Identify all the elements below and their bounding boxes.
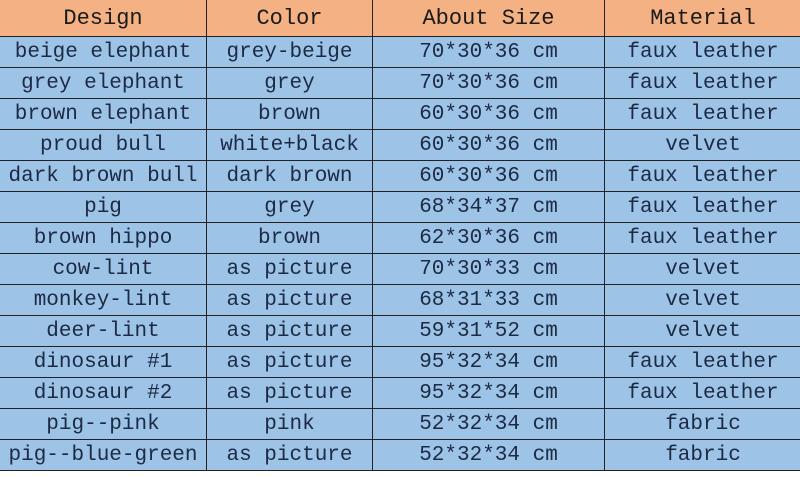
table-row: proud bull white+black 60*30*36 cm velvet — [0, 129, 800, 161]
cell-design: pig — [0, 191, 207, 223]
cell-color: as picture — [206, 315, 373, 347]
cell-design: pig--blue-green — [0, 439, 207, 471]
cell-material: fabric — [604, 439, 800, 471]
cell-material: velvet — [604, 253, 800, 285]
cell-design: brown elephant — [0, 98, 207, 130]
table-row: pig--pink pink 52*32*34 cm fabric — [0, 408, 800, 440]
table-row: deer-lint as picture 59*31*52 cm velvet — [0, 315, 800, 347]
cell-material: faux leather — [604, 346, 800, 378]
table-row: brown hippo brown 62*30*36 cm faux leather — [0, 222, 800, 254]
cell-material: faux leather — [604, 191, 800, 223]
cell-material: velvet — [604, 284, 800, 316]
cell-size: 59*31*52 cm — [372, 315, 605, 347]
cell-material: faux leather — [604, 377, 800, 409]
table-row: dinosaur #2 as picture 95*32*34 cm faux lea… — [0, 377, 800, 409]
cell-size: 68*31*33 cm — [372, 284, 605, 316]
cell-size: 70*30*36 cm — [372, 67, 605, 99]
header-design: Design — [0, 0, 207, 37]
cell-size: 68*34*37 cm — [372, 191, 605, 223]
table-row: cow-lint as picture 70*30*33 cm velvet — [0, 253, 800, 285]
cell-size: 95*32*34 cm — [372, 377, 605, 409]
cell-material: faux leather — [604, 160, 800, 192]
cell-design: dinosaur #2 — [0, 377, 207, 409]
cell-design: brown hippo — [0, 222, 207, 254]
cell-design: pig--pink — [0, 408, 207, 440]
cell-size: 95*32*34 cm — [372, 346, 605, 378]
cell-size: 62*30*36 cm — [372, 222, 605, 254]
cell-color: brown — [206, 98, 373, 130]
table-row: pig--blue-green as picture 52*32*34 cm fabr… — [0, 439, 800, 471]
cell-color: grey — [206, 67, 373, 99]
cell-color: brown — [206, 222, 373, 254]
cell-design: beige elephant — [0, 36, 207, 68]
cell-size: 52*32*34 cm — [372, 408, 605, 440]
cell-color: grey-beige — [206, 36, 373, 68]
cell-design: dinosaur #1 — [0, 346, 207, 378]
table-row: grey elephant grey 70*30*36 cm faux leather — [0, 67, 800, 99]
cell-design: dark brown bull — [0, 160, 207, 192]
cell-color: pink — [206, 408, 373, 440]
cell-size: 52*32*34 cm — [372, 439, 605, 471]
table-row: brown elephant brown 60*30*36 cm faux leath… — [0, 98, 800, 130]
cell-color: as picture — [206, 377, 373, 409]
header-color: Color — [206, 0, 373, 37]
cell-color: as picture — [206, 253, 373, 285]
table-row: dark brown bull dark brown 60*30*36 cm faux… — [0, 160, 800, 192]
table-row: monkey-lint as picture 68*31*33 cm velvet — [0, 284, 800, 316]
table-row: pig grey 68*34*37 cm faux leather — [0, 191, 800, 223]
cell-material: fabric — [604, 408, 800, 440]
header-row: Design Color About Size Material — [0, 0, 800, 37]
cell-color: as picture — [206, 346, 373, 378]
cell-design: cow-lint — [0, 253, 207, 285]
cell-material: velvet — [604, 315, 800, 347]
cell-material: velvet — [604, 129, 800, 161]
cell-design: deer-lint — [0, 315, 207, 347]
cell-size: 60*30*36 cm — [372, 160, 605, 192]
cell-size: 70*30*36 cm — [372, 36, 605, 68]
table-body: beige elephant grey-beige 70*30*36 cm faux … — [0, 36, 800, 471]
cell-size: 60*30*36 cm — [372, 129, 605, 161]
cell-design: proud bull — [0, 129, 207, 161]
cell-material: faux leather — [604, 67, 800, 99]
cell-size: 70*30*33 cm — [372, 253, 605, 285]
cell-design: monkey-lint — [0, 284, 207, 316]
header-size: About Size — [372, 0, 605, 37]
cell-material: faux leather — [604, 98, 800, 130]
table-row: beige elephant grey-beige 70*30*36 cm faux … — [0, 36, 800, 68]
cell-design: grey elephant — [0, 67, 207, 99]
cell-color: white+black — [206, 129, 373, 161]
cell-size: 60*30*36 cm — [372, 98, 605, 130]
cell-color: dark brown — [206, 160, 373, 192]
table-row: dinosaur #1 as picture 95*32*34 cm faux lea… — [0, 346, 800, 378]
cell-color: as picture — [206, 284, 373, 316]
cell-material: faux leather — [604, 36, 800, 68]
header-material: Material — [604, 0, 800, 37]
cell-color: grey — [206, 191, 373, 223]
cell-material: faux leather — [604, 222, 800, 254]
cell-color: as picture — [206, 439, 373, 471]
